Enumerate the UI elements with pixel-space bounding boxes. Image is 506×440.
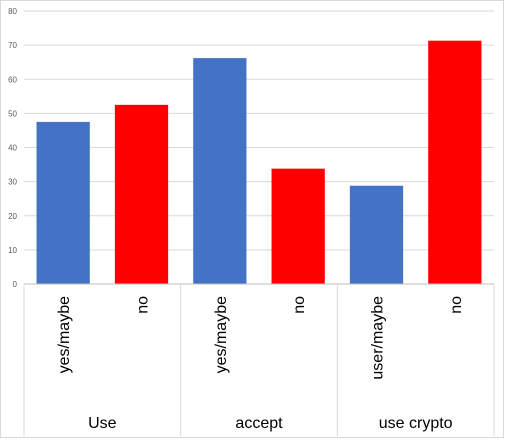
y-tick-label: 0 (13, 280, 18, 289)
y-tick-label: 60 (8, 75, 17, 84)
bar (349, 185, 404, 284)
y-tick-label: 70 (8, 41, 17, 50)
group-label: Use (88, 415, 117, 432)
category-label: yes/maybe (56, 296, 73, 373)
y-tick-label: 30 (8, 178, 17, 187)
bar (271, 168, 325, 284)
bar (428, 40, 482, 284)
category-label: yes/maybe (213, 296, 230, 373)
bar (36, 121, 90, 284)
category-label: no (291, 296, 308, 314)
y-tick-label: 40 (8, 144, 17, 153)
category-label: no (448, 296, 465, 314)
y-tick-label: 10 (8, 246, 17, 255)
bar (193, 58, 247, 284)
category-label: user/maybe (370, 296, 387, 380)
y-tick-label: 20 (8, 212, 17, 221)
bar (114, 104, 169, 284)
group-label: accept (235, 415, 283, 432)
y-tick-label: 80 (8, 7, 17, 16)
group-label: use crypto (379, 415, 453, 432)
y-tick-label: 50 (8, 109, 17, 118)
category-label: no (135, 296, 152, 314)
